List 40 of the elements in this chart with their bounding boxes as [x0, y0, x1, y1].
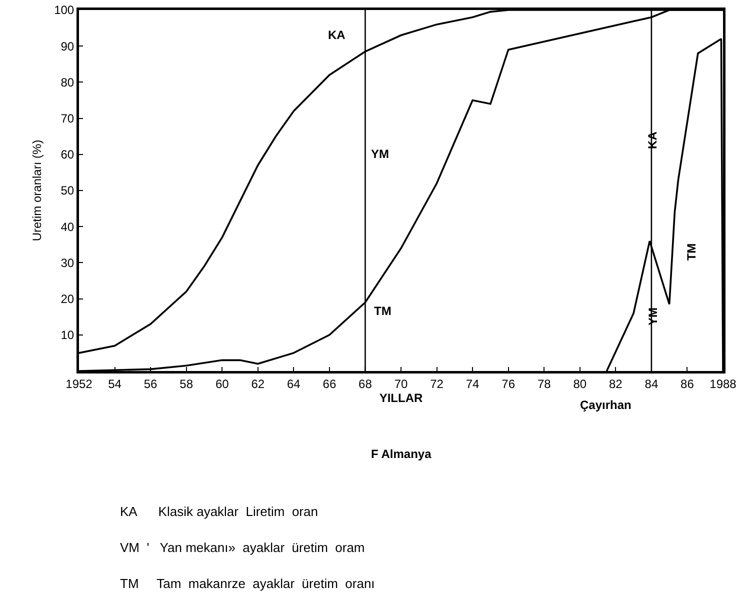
y-tick-label: 20	[60, 292, 74, 306]
x-tick-label: 1952	[66, 376, 93, 391]
x-tick-label: 74	[466, 376, 480, 391]
x-tick-label: 80	[573, 376, 587, 391]
x-tick-label: 76	[502, 376, 516, 391]
annotation: TM	[374, 304, 392, 318]
y-tick-label: 30	[60, 256, 74, 270]
x-tick-label: 60	[215, 376, 230, 391]
x-tick-label: 54	[108, 376, 122, 391]
y-tick-label: 50	[60, 184, 74, 198]
x-tick-label: 84	[644, 376, 658, 391]
x-tick-label: 78	[537, 376, 552, 391]
annotation: KA	[328, 28, 346, 42]
x-tick-label: 66	[322, 376, 336, 391]
x-tick-label: 62	[251, 376, 265, 391]
x-tick-label: 82	[608, 376, 623, 391]
x-tick-label: 86	[680, 376, 694, 391]
y-tick-label: 80	[60, 75, 74, 90]
y-axis-title: Uretim oranları (%)	[30, 140, 44, 242]
x-tick-label: 1988	[710, 376, 737, 391]
text: TM Tam makanrze ayaklar üretim oranı	[120, 576, 375, 591]
text: Çayırhan	[580, 398, 632, 412]
x-tick-label: 58	[180, 376, 194, 391]
y-tick-label: 70	[60, 112, 74, 126]
text: KA Klasik ayaklar Liretim oran	[120, 504, 318, 519]
y-tick-label: 40	[60, 220, 74, 234]
x-tick-label: 56	[144, 376, 158, 391]
annotation: YM	[371, 147, 390, 161]
text: F Almanya	[371, 447, 432, 461]
text: VM ' Yan mekanı» ayaklar üretim oram	[120, 540, 365, 555]
x-tick-label: 68	[358, 376, 372, 391]
annotation: TM	[684, 243, 698, 261]
y-tick-label: 60	[60, 148, 74, 162]
y-tick-label: 90	[60, 39, 74, 54]
x-tick-label: 72	[430, 376, 444, 391]
x-axis-title: YILLAR	[379, 391, 423, 406]
y-tick-label: 10	[60, 328, 74, 342]
x-tick-label: 70	[394, 376, 408, 391]
y-tick-label: 100	[54, 3, 74, 18]
x-tick-label: 64	[286, 376, 301, 391]
